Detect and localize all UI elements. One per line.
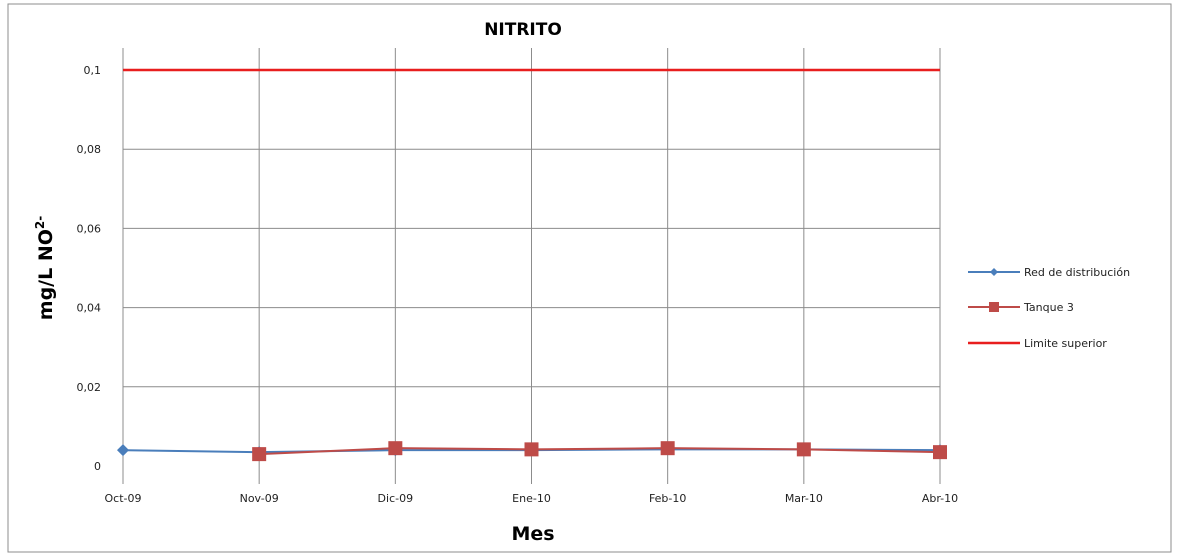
y-tick-label: 0,04 [77,302,102,315]
x-tick-label: Feb-10 [649,492,686,505]
x-tick-label: Nov-09 [240,492,279,505]
y-tick-label: 0,02 [77,381,102,394]
legend-marker-square [989,302,999,312]
y-axis-title-superscript: 2- [33,216,47,229]
data-point-diamond [117,444,129,457]
legend-label-2: Limite superior [1024,337,1107,350]
y-tick-label: 0,08 [77,143,102,156]
data-point-square [252,447,267,462]
x-tick-label: Ene-10 [512,492,551,505]
y-tick-label: 0 [94,460,101,473]
y-axis-title: mg/L NO2- [33,216,57,320]
x-axis-title: Mes [511,523,554,545]
legend-label-1: Tanque 3 [1023,301,1074,314]
data-point-square [524,442,539,457]
series-line-1 [259,447,941,456]
chart-border [7,3,1172,553]
y-axis-title-main: mg/L NO [35,229,57,320]
y-tick-label: 0,1 [84,64,102,77]
data-point-square [660,441,675,456]
legend-marker-diamond [990,268,998,276]
data-point-square [796,442,811,457]
x-tick-label: Abr-10 [922,492,958,505]
data-point-square [933,445,947,460]
x-tick-label: Mar-10 [785,492,823,505]
chart-title: NITRITO [484,20,562,40]
data-point-square [388,441,403,456]
y-tick-label: 0,06 [77,222,102,235]
legend: Red de distribución Tanque 3 Limite superi… [968,266,1130,350]
plot-area: 0 0,02 0,04 0,06 0,08 0,1 Oct-09 Nov-09 Dic-09 En… [77,48,958,505]
legend-label-0: Red de distribución [1024,266,1130,279]
x-tick-label: Dic-09 [378,492,414,505]
x-tick-label: Oct-09 [105,492,142,505]
